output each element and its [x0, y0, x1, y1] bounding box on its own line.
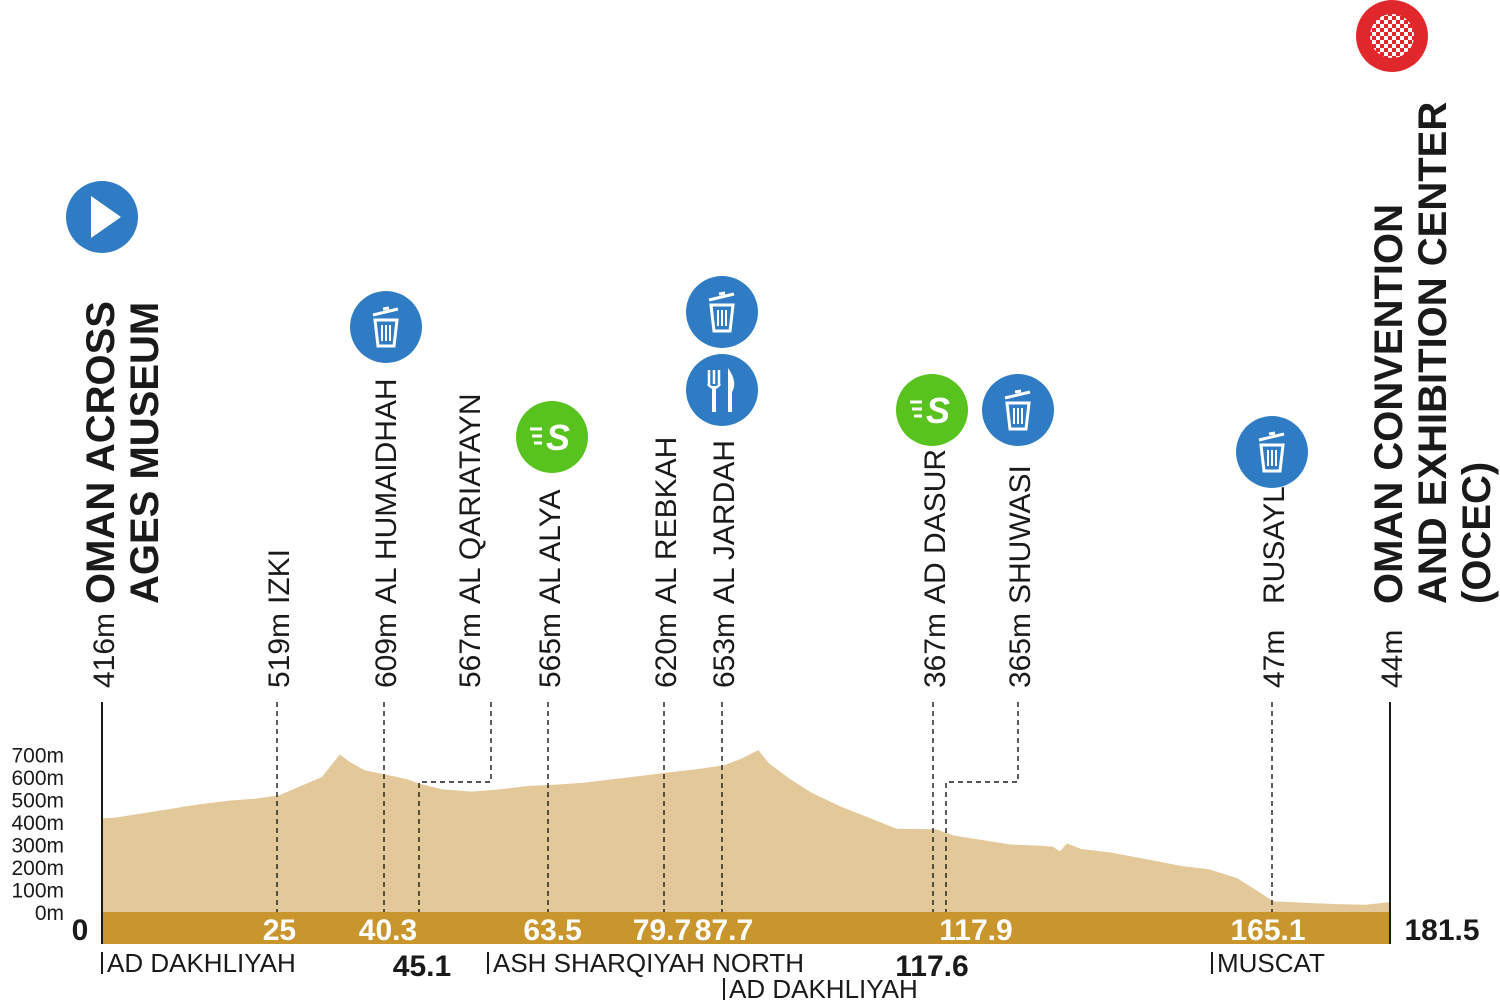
place-name: SHUWASI: [1004, 465, 1037, 604]
region-label: MUSCAT: [1217, 948, 1325, 978]
svg-text:S: S: [546, 417, 570, 458]
place-label: 47m RUSAYL: [1258, 486, 1291, 688]
km-label: 87.7: [695, 914, 753, 947]
place-name: AL JARDAH: [708, 440, 741, 604]
trash-icon: [982, 374, 1054, 446]
km-start-label: 0: [72, 914, 89, 947]
place-name: AL QARIATAYN: [454, 393, 487, 604]
y-tick-label: 400m: [11, 812, 64, 835]
place-name: AL HUMAIDHAH: [370, 378, 403, 604]
finish-icon: [1356, 0, 1428, 72]
altitude-label: 567m: [454, 613, 487, 688]
place-name: AL REBKAH: [650, 437, 683, 604]
altitude-label: 416m: [88, 613, 121, 688]
km-label: 79.7: [633, 914, 691, 947]
altitude-label: 653m: [708, 613, 741, 688]
place-name: IZKI: [263, 549, 296, 604]
y-tick-label: 100m: [11, 880, 64, 903]
place-label: 620m AL REBKAH: [650, 437, 683, 688]
place-name: OMAN ACROSSAGES MUSEUM: [79, 301, 167, 604]
sprint-icon: S: [516, 401, 588, 473]
place-label: 567m AL QARIATAYN: [454, 393, 487, 688]
trash-icon: [1236, 416, 1308, 488]
feed-icon: [686, 354, 758, 426]
km-finish-label: 181.5: [1404, 914, 1479, 947]
altitude-label: 47m: [1258, 630, 1291, 688]
altitude-label: 565m: [534, 613, 567, 688]
finish-label: 44m OMAN CONVENTIONAND EXHIBITION CENTER(…: [1367, 102, 1499, 688]
y-tick-label: 300m: [11, 835, 64, 858]
place-name: RUSAYL: [1258, 486, 1291, 604]
distance-band: [102, 912, 1390, 944]
region-label: AD DAKHLIYAH: [107, 948, 296, 978]
km-label: 25: [263, 914, 296, 947]
place-name: AD DASUR: [919, 449, 952, 604]
place-name: OMAN CONVENTIONAND EXHIBITION CENTER(OCE…: [1367, 102, 1499, 604]
trash-icon: [686, 276, 758, 348]
sprint-icon: S: [896, 374, 968, 446]
waypoint-connector: [945, 702, 1019, 912]
trash-icon: [350, 291, 422, 363]
place-label: 609m AL HUMAIDHAH: [370, 378, 403, 688]
altitude-label: 365m: [1004, 613, 1037, 688]
region-label: ASH SHARQIYAH NORTH: [493, 948, 804, 978]
km-label: 165.1: [1230, 914, 1305, 947]
altitude-label: 609m: [370, 613, 403, 688]
altitude-label: 620m: [650, 613, 683, 688]
place-label: 367m AD DASUR: [919, 449, 952, 688]
start-label: 416m OMAN ACROSSAGES MUSEUM: [79, 301, 167, 688]
place-name: AL ALYA: [534, 489, 567, 604]
place-label: 519m IZKI: [263, 549, 296, 688]
km-label: 117.6: [895, 950, 968, 983]
region-label: AD DAKHLIYAH: [729, 974, 918, 1004]
km-label: 63.5: [523, 914, 581, 947]
place-label: 365m SHUWASI: [1004, 465, 1037, 688]
place-label: 653m AL JARDAH: [708, 440, 741, 688]
elevation-profile-area: [102, 750, 1390, 912]
km-label: 117.9: [939, 914, 1012, 947]
waypoint-connector: [418, 702, 492, 912]
altitude-label: 367m: [919, 613, 952, 688]
y-tick-label: 500m: [11, 790, 64, 813]
y-tick-label: 700m: [11, 745, 64, 768]
start-icon: [66, 181, 138, 253]
km-label: 40.3: [359, 914, 417, 947]
km-label: 45.1: [393, 950, 451, 983]
altitude-label: 519m: [263, 613, 296, 688]
altitude-label: 44m: [1376, 630, 1409, 688]
place-label: 565m AL ALYA: [534, 489, 567, 688]
y-tick-label: 0m: [35, 902, 64, 925]
y-tick-label: 200m: [11, 857, 64, 880]
y-tick-label: 600m: [11, 767, 64, 790]
svg-text:S: S: [926, 390, 950, 431]
